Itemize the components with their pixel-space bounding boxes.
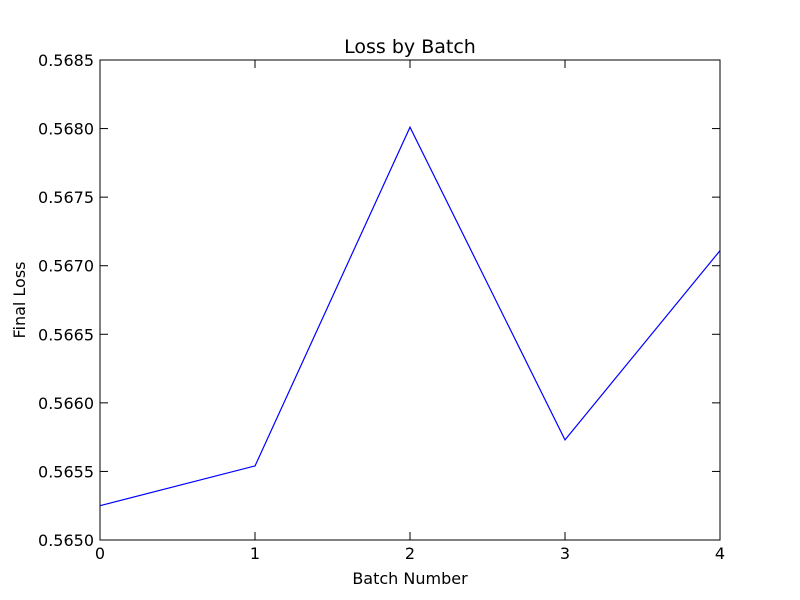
x-tick-label: 0	[95, 544, 105, 563]
chart-title: Loss by Batch	[344, 36, 476, 58]
y-tick-label: 0.5660	[38, 394, 94, 413]
x-tick-label: 3	[560, 544, 570, 563]
y-tick-label: 0.5680	[38, 120, 94, 139]
y-tick-label: 0.5670	[38, 257, 94, 276]
x-tick-label: 2	[405, 544, 415, 563]
series-line	[99, 125, 721, 507]
x-tick-label: 4	[715, 544, 725, 563]
series-layer	[99, 125, 721, 507]
y-tick-label: 0.5685	[38, 51, 94, 70]
y-axis-label: Final Loss	[10, 261, 29, 338]
y-tick-label: 0.5655	[38, 462, 94, 481]
x-axis-label: Batch Number	[352, 569, 468, 588]
y-tick-label: 0.5675	[38, 188, 94, 207]
y-tick-label: 0.5665	[38, 325, 94, 344]
plot-frame	[99, 59, 721, 541]
ticks-layer: 0 1 2 3 4 0.5650 0.5655 0.5660 0.5665 0.5670 0.567…	[38, 51, 725, 563]
y-tick-label: 0.5650	[38, 531, 94, 550]
x-tick-label: 1	[250, 544, 260, 563]
